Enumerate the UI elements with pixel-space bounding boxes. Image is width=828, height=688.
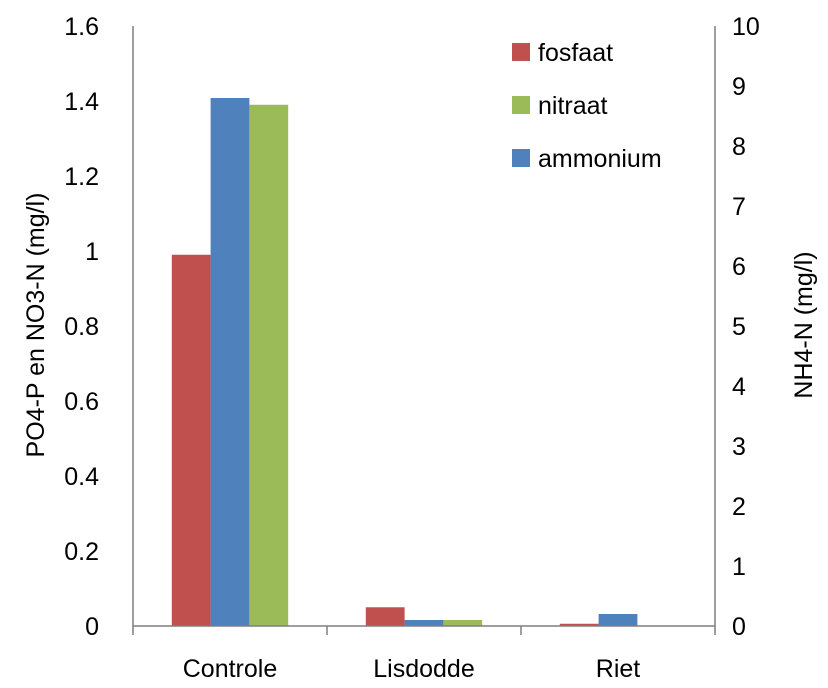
right-y-tick-label: 6 [732, 253, 746, 281]
right-y-axis-title: NH4-N (mg/l) [790, 251, 818, 398]
x-tick-label: Controle [183, 655, 278, 683]
bar-ammonium [598, 614, 638, 626]
left-y-tick-label: 0.8 [64, 313, 99, 341]
x-ticks: Controle Lisdodde Riet [132, 626, 716, 683]
bar-nitraat [443, 620, 483, 626]
right-y-tick-label: 5 [732, 313, 746, 341]
left-y-axis-title: PO4-P en NO3-N (mg/l) [22, 193, 50, 458]
right-y-tick-label: 10 [732, 13, 760, 41]
right-y-tick-label: 1 [732, 553, 746, 581]
legend-label-nitraat: nitraat [538, 92, 608, 120]
legend: fosfaat nitraat ammonium [512, 39, 662, 173]
bar-fosfaat [365, 607, 405, 626]
bar-ammonium [404, 620, 444, 626]
x-tick-label: Lisdodde [373, 655, 474, 683]
right-y-ticks: 0 1 2 3 4 5 6 7 8 9 10 [732, 13, 760, 641]
left-y-tick-label: 0.6 [64, 388, 99, 416]
right-y-tick-label: 3 [732, 433, 746, 461]
right-y-tick-label: 8 [732, 133, 746, 161]
bar-fosfaat [171, 254, 211, 626]
legend-swatch-fosfaat [512, 43, 530, 61]
bar-ammonium [210, 98, 250, 626]
right-y-tick-label: 0 [732, 613, 746, 641]
bar-fosfaat [559, 623, 599, 626]
right-y-tick-label: 7 [732, 193, 746, 221]
left-y-tick-label: 1.4 [64, 88, 99, 116]
left-y-tick-label: 1.2 [64, 163, 99, 191]
left-y-tick-label: 0.4 [64, 463, 99, 491]
right-y-tick-label: 4 [732, 373, 746, 401]
legend-swatch-ammonium [512, 149, 530, 167]
legend-label-ammonium: ammonium [538, 145, 662, 173]
left-y-tick-label: 0.2 [64, 538, 99, 566]
left-y-ticks: 0 0.2 0.4 0.6 0.8 1 1.2 1.4 1.6 [64, 13, 99, 641]
right-y-tick-label: 9 [732, 73, 746, 101]
legend-swatch-nitraat [512, 96, 530, 114]
left-y-tick-label: 0 [85, 613, 99, 641]
x-tick-label: Riet [596, 655, 641, 683]
left-y-tick-label: 1.6 [64, 13, 99, 41]
left-y-tick-label: 1 [85, 238, 99, 266]
right-y-tick-label: 2 [732, 493, 746, 521]
legend-label-fosfaat: fosfaat [538, 39, 613, 67]
bar-nitraat [249, 104, 289, 626]
bars-layer [171, 98, 638, 626]
